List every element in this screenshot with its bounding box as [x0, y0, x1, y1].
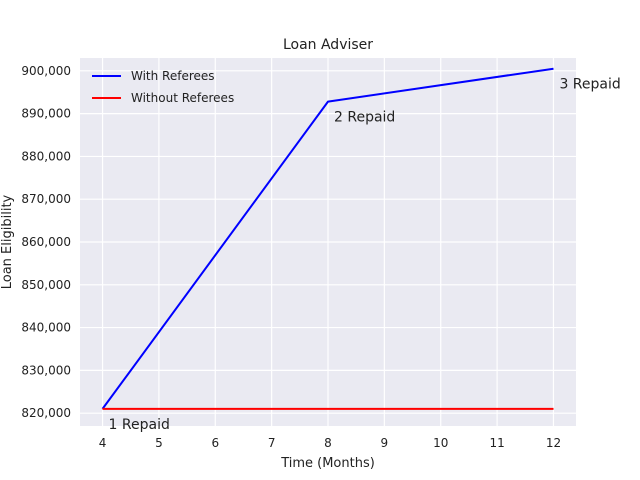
series-line-0 — [101, 67, 554, 410]
legend-label-0: With Referees — [131, 69, 215, 83]
chart-title: Loan Adviser — [283, 37, 373, 53]
legend-label-1: Without Referees — [131, 91, 234, 105]
y-tick-labels: 820,000 830,000 840,000 850,000 860,000 870,0… — [21, 64, 71, 420]
legend: With Referees Without Referees — [92, 69, 234, 105]
x-tick-label: 9 — [381, 436, 389, 450]
y-tick-label: 820,000 — [21, 406, 71, 420]
y-tick-label: 860,000 — [21, 235, 71, 249]
grid — [80, 58, 576, 426]
x-tick-label: 6 — [211, 436, 219, 450]
x-axis-label: Time (Months) — [280, 456, 375, 471]
y-tick-label: 840,000 — [21, 321, 71, 335]
annotation: 1 Repaid — [109, 417, 170, 433]
annotations: 1 Repaid 2 Repaid 3 Repaid — [109, 77, 621, 433]
y-tick-label: 900,000 — [21, 64, 71, 78]
y-tick-label: 890,000 — [21, 107, 71, 121]
y-axis-label: Loan Eligibility — [0, 194, 15, 289]
x-tick-labels: 4 5 6 7 8 9 10 11 12 — [99, 436, 561, 450]
y-tick-label: 830,000 — [21, 363, 71, 377]
x-tick-label: 11 — [489, 436, 504, 450]
series-layer — [101, 67, 554, 410]
annotation: 3 Repaid — [559, 77, 620, 93]
y-tick-label: 850,000 — [21, 278, 71, 292]
annotation: 2 Repaid — [334, 110, 395, 126]
x-tick-label: 4 — [99, 436, 107, 450]
y-tick-label: 880,000 — [21, 149, 71, 163]
y-tick-label: 870,000 — [21, 192, 71, 206]
x-tick-label: 5 — [155, 436, 163, 450]
x-tick-label: 7 — [268, 436, 276, 450]
x-tick-label: 10 — [433, 436, 448, 450]
x-tick-label: 8 — [324, 436, 332, 450]
x-tick-label: 12 — [546, 436, 561, 450]
